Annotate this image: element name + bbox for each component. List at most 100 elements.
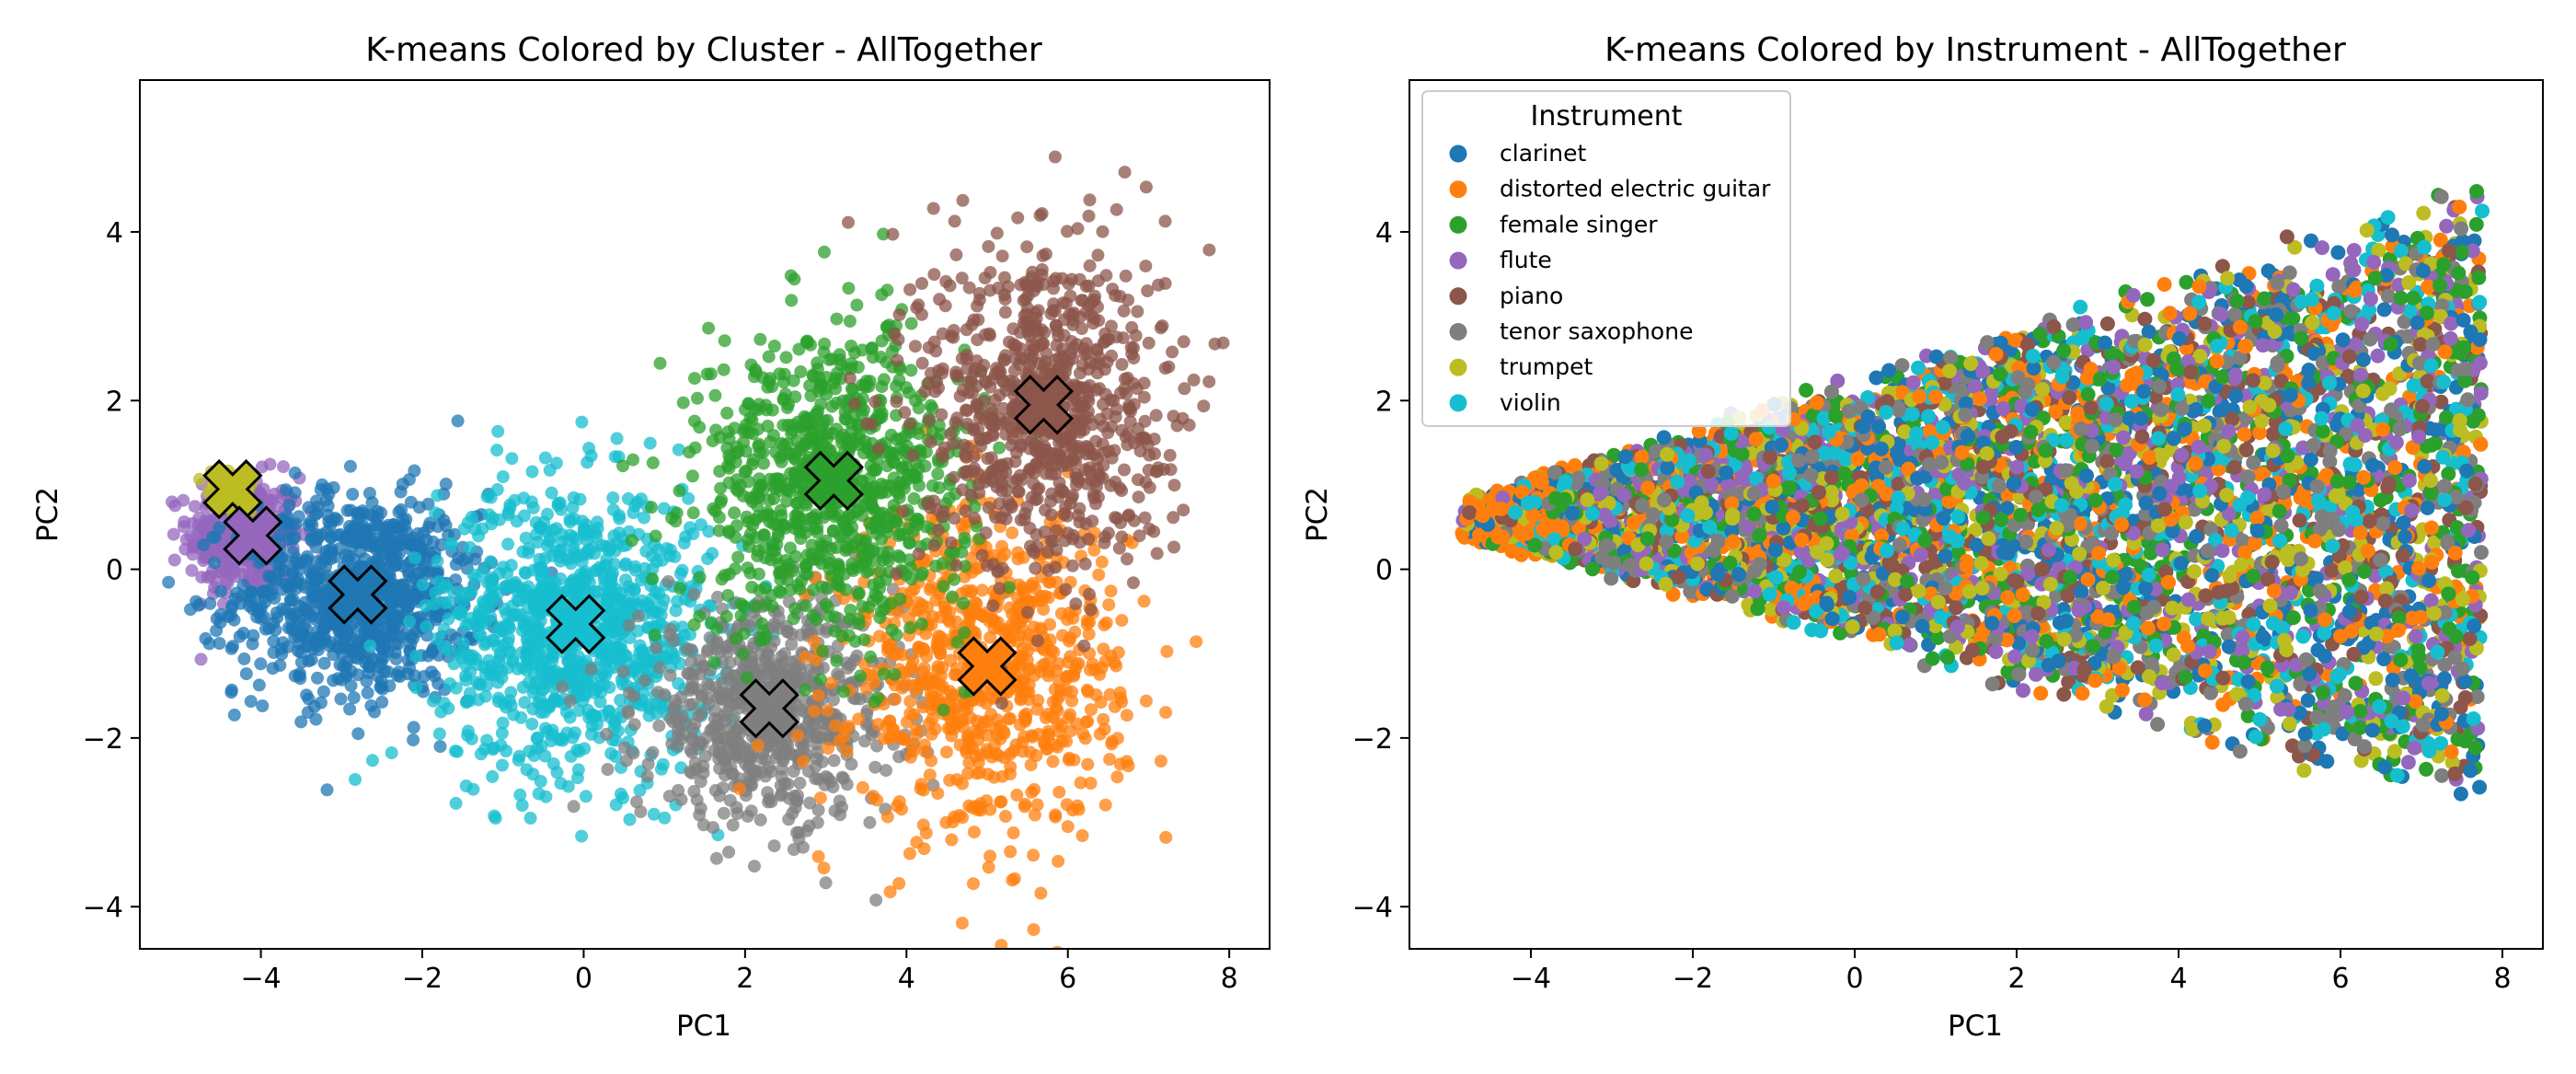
scatter-point <box>817 861 831 875</box>
scatter-point <box>832 508 845 522</box>
scatter-point <box>799 411 812 425</box>
scatter-point <box>214 584 227 598</box>
scatter-point <box>429 506 442 520</box>
scatter-point <box>941 722 955 735</box>
scatter-point <box>1083 259 1097 272</box>
scatter-point <box>427 597 441 611</box>
scatter-point <box>641 757 655 771</box>
scatter-point <box>501 619 515 633</box>
scatter-point <box>936 557 949 570</box>
scatter-point <box>821 582 834 595</box>
scatter-point <box>573 492 587 506</box>
scatter-point <box>749 531 763 544</box>
scatter-point <box>404 637 418 651</box>
scatter-point <box>1166 345 1179 359</box>
scatter-point <box>567 800 581 814</box>
scatter-point <box>333 542 347 555</box>
scatter-point <box>880 459 894 473</box>
scatter-point <box>1027 923 1041 937</box>
scatter-point <box>347 691 361 704</box>
scatter-point <box>1160 644 1174 658</box>
scatter-point <box>627 453 639 467</box>
scatter-point <box>719 754 732 768</box>
scatter-point <box>578 742 592 756</box>
scatter-point <box>525 717 539 731</box>
scatter-point <box>400 595 414 607</box>
scatter-point <box>463 540 477 554</box>
scatter-point <box>622 618 636 632</box>
scatter-point <box>720 704 734 718</box>
scatter-point <box>693 571 707 584</box>
scatter-point <box>254 657 268 671</box>
scatter-point <box>958 626 972 640</box>
scatter-point <box>162 575 176 589</box>
scatter-point <box>604 711 618 725</box>
scatter-point <box>504 686 518 699</box>
scatter-point <box>743 656 757 670</box>
scatter-point <box>715 693 729 707</box>
scatter-point <box>932 637 946 651</box>
scatter-point <box>796 755 810 768</box>
scatter-point <box>672 676 685 690</box>
scatter-point <box>343 459 357 473</box>
scatter-point <box>519 531 533 545</box>
scatter-point <box>865 728 879 742</box>
scatter-point <box>744 751 758 764</box>
scatter-point <box>881 545 895 559</box>
scatter-point <box>980 794 994 808</box>
scatter-point <box>797 693 811 707</box>
scatter-point <box>791 729 804 743</box>
scatter-point <box>811 815 824 829</box>
scatter-point <box>635 573 648 587</box>
scatter-point <box>759 753 772 767</box>
scatter-point <box>486 769 500 783</box>
scatter-point <box>843 612 857 626</box>
scatter-point <box>1052 854 1065 868</box>
scatter-point <box>808 704 822 718</box>
scatter-point <box>472 693 485 707</box>
scatter-point <box>811 385 825 398</box>
scatter-point <box>213 616 227 629</box>
scatter-point <box>473 613 487 627</box>
scatter-point <box>914 618 928 630</box>
scatter-point <box>873 565 887 578</box>
scatter-point <box>811 362 824 375</box>
scatter-point <box>1028 582 1041 595</box>
scatter-point <box>440 579 454 592</box>
scatter-point <box>883 885 897 899</box>
scatter-point <box>1064 708 1077 722</box>
scatter-point <box>497 560 511 574</box>
scatter-point <box>490 640 504 653</box>
scatter-point <box>766 620 780 634</box>
scatter-point <box>899 381 913 395</box>
scatter-point <box>533 652 546 665</box>
scatter-point <box>661 575 675 588</box>
scatter-point <box>749 365 763 379</box>
scatter-point <box>1081 757 1095 771</box>
scatter-point <box>1111 646 1125 659</box>
scatter-point <box>868 553 882 567</box>
scatter-point <box>999 810 1012 823</box>
scatter-point <box>794 663 807 676</box>
scatter-point <box>796 840 810 854</box>
scatter-point <box>1046 755 1060 768</box>
scatter-point <box>250 572 264 586</box>
scatter-point <box>828 610 842 624</box>
scatter-point <box>1006 526 1019 539</box>
scatter-point <box>506 655 520 669</box>
scatter-point <box>515 799 529 813</box>
scatter-point <box>1097 642 1110 656</box>
scatter-point <box>368 705 381 719</box>
scatter-point <box>695 690 708 704</box>
scatter-point <box>690 793 704 807</box>
scatter-point <box>351 506 365 520</box>
scatter-point <box>254 487 268 501</box>
scatter-point <box>904 317 918 330</box>
scatter-point <box>904 561 917 575</box>
scatter-point <box>202 637 216 651</box>
scatter-point <box>779 351 793 364</box>
scatter-point <box>404 495 418 509</box>
scatter-point <box>943 773 957 787</box>
scatter-point <box>266 662 280 676</box>
scatter-point <box>532 787 546 801</box>
